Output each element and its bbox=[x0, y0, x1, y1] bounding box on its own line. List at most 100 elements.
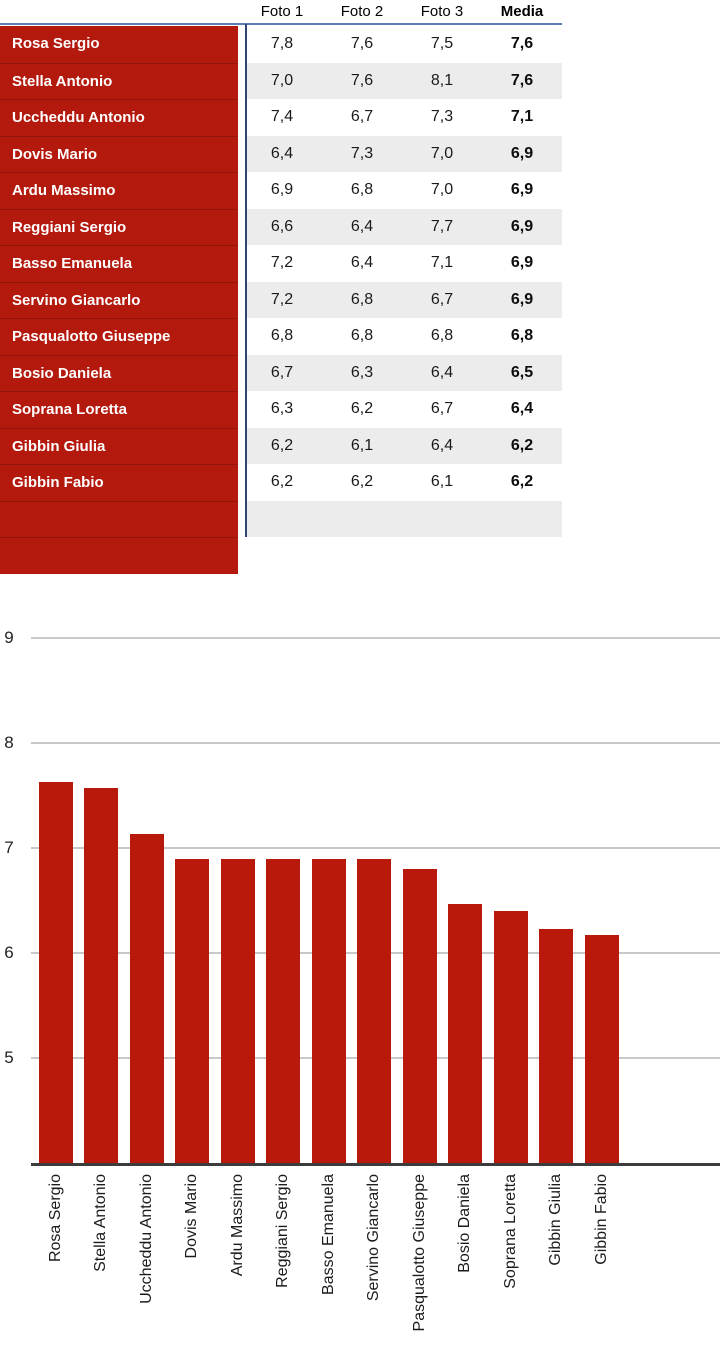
score-cell[interactable]: 6,8 bbox=[270, 327, 294, 344]
media-bar bbox=[266, 858, 300, 1163]
row-name-cell[interactable]: Basso Emanuela bbox=[0, 245, 238, 282]
row-name-cell[interactable]: Gibbin Giulia bbox=[0, 427, 238, 464]
score-cell[interactable]: 8,1 bbox=[430, 71, 454, 89]
row-name-cell[interactable]: Soprana Loretta bbox=[0, 391, 238, 428]
x-axis-category-label: Gibbin Fabio bbox=[592, 1174, 610, 1265]
media-cell[interactable]: 6,9 bbox=[510, 217, 534, 235]
x-axis-category-label: Servino Giancarlo bbox=[365, 1174, 382, 1302]
x-axis-category-label: Reggiani Sergio bbox=[274, 1174, 291, 1288]
media-cell[interactable]: 6,5 bbox=[510, 363, 534, 381]
x-axis-category-label: Basso Emanuela bbox=[319, 1174, 337, 1295]
row-name-cell[interactable]: Dovis Mario bbox=[0, 135, 238, 172]
row-stripe bbox=[247, 427, 562, 464]
x-axis-category-label: Pasqualotto Giuseppe bbox=[410, 1174, 428, 1332]
media-cell[interactable]: 7,6 bbox=[510, 71, 534, 89]
row-name-cell[interactable]: Servino Giancarlo bbox=[0, 281, 238, 318]
column-header-foto2[interactable]: Foto 2 bbox=[340, 3, 384, 20]
media-bar bbox=[311, 858, 346, 1163]
row-name-cell[interactable]: Reggiani Sergio bbox=[0, 208, 238, 245]
media-cell[interactable]: 6,8 bbox=[510, 327, 534, 344]
empty-name-cell[interactable] bbox=[0, 537, 238, 574]
y-gridline bbox=[31, 847, 720, 849]
score-cell[interactable]: 6,8 bbox=[430, 327, 454, 344]
score-cell[interactable]: 7,3 bbox=[430, 108, 454, 125]
y-axis-tick-label: 8 bbox=[4, 733, 14, 752]
score-cell[interactable]: 6,2 bbox=[350, 473, 374, 490]
y-axis-tick-label: 7 bbox=[4, 838, 14, 857]
y-axis-tick-label: 9 bbox=[4, 628, 14, 647]
media-cell[interactable]: 6,9 bbox=[510, 254, 534, 271]
score-cell[interactable]: 7,3 bbox=[350, 144, 374, 162]
row-name-cell[interactable]: Stella Antonio bbox=[0, 62, 238, 99]
media-bar bbox=[84, 788, 118, 1163]
x-axis-category-label: Uccheddu Antonio bbox=[137, 1174, 155, 1304]
score-cell[interactable]: 7,5 bbox=[430, 35, 454, 52]
media-bar bbox=[584, 935, 619, 1163]
column-header-foto3[interactable]: Foto 3 bbox=[420, 3, 464, 20]
score-cell[interactable]: 6,6 bbox=[270, 217, 294, 235]
score-cell[interactable]: 6,2 bbox=[350, 400, 374, 417]
column-header-media[interactable]: Media bbox=[500, 3, 544, 20]
media-cell[interactable]: 6,2 bbox=[510, 436, 534, 454]
score-cell[interactable]: 6,7 bbox=[270, 363, 294, 381]
row-name-cell[interactable]: Rosa Sergio bbox=[0, 26, 238, 63]
y-axis-tick-label: 6 bbox=[4, 943, 14, 962]
score-cell[interactable]: 7,0 bbox=[430, 181, 454, 198]
media-bar bbox=[129, 834, 164, 1163]
score-cell[interactable]: 6,7 bbox=[430, 290, 454, 308]
media-bar bbox=[448, 903, 482, 1163]
media-cell[interactable]: 6,9 bbox=[510, 144, 534, 162]
score-cell[interactable]: 6,8 bbox=[350, 327, 374, 344]
score-cell[interactable]: 6,9 bbox=[270, 181, 294, 198]
score-cell[interactable]: 6,2 bbox=[270, 473, 294, 490]
x-axis-category-label: Bosio Daniela bbox=[456, 1174, 473, 1273]
score-cell[interactable]: 7,0 bbox=[430, 144, 454, 162]
row-name-cell[interactable]: Pasqualotto Giuseppe bbox=[0, 318, 238, 355]
score-cell[interactable]: 7,4 bbox=[270, 108, 294, 125]
score-cell[interactable]: 6,4 bbox=[350, 217, 374, 235]
score-cell[interactable]: 6,1 bbox=[350, 436, 374, 454]
score-cell[interactable]: 6,4 bbox=[270, 144, 294, 162]
row-stripe bbox=[247, 208, 562, 245]
score-cell[interactable]: 6,3 bbox=[270, 400, 294, 417]
row-name-cell[interactable]: Gibbin Fabio bbox=[0, 464, 238, 501]
row-name-cell[interactable]: Uccheddu Antonio bbox=[0, 99, 238, 136]
score-cell[interactable]: 6,4 bbox=[430, 363, 454, 381]
score-cell[interactable]: 6,4 bbox=[350, 254, 374, 271]
score-cell[interactable]: 7,0 bbox=[270, 71, 294, 89]
score-cell[interactable]: 6,7 bbox=[350, 108, 374, 125]
row-name-cell[interactable]: Ardu Massimo bbox=[0, 172, 238, 209]
score-cell[interactable]: 7,2 bbox=[270, 290, 294, 308]
score-cell[interactable]: 6,1 bbox=[430, 473, 454, 490]
score-cell[interactable]: 7,6 bbox=[350, 35, 374, 52]
score-cell[interactable]: 7,7 bbox=[430, 217, 454, 235]
score-cell[interactable]: 6,8 bbox=[350, 290, 374, 308]
column-header-foto1[interactable]: Foto 1 bbox=[260, 3, 304, 20]
media-cell[interactable]: 7,1 bbox=[510, 108, 534, 125]
media-cell[interactable]: 6,9 bbox=[510, 181, 534, 198]
score-cell[interactable]: 6,3 bbox=[350, 363, 374, 381]
row-stripe bbox=[247, 135, 562, 172]
score-cell[interactable]: 7,8 bbox=[270, 35, 294, 52]
media-cell[interactable]: 6,4 bbox=[510, 400, 534, 417]
x-axis-category-label: Dovis Mario bbox=[183, 1174, 200, 1259]
score-cell[interactable]: 6,2 bbox=[270, 436, 294, 454]
media-cell[interactable]: 6,2 bbox=[510, 473, 534, 490]
row-name-cell[interactable]: Bosio Daniela bbox=[0, 354, 238, 391]
media-cell[interactable]: 7,6 bbox=[510, 35, 534, 52]
y-gridline bbox=[31, 742, 720, 744]
score-cell[interactable]: 7,6 bbox=[350, 71, 374, 89]
x-axis-line bbox=[31, 1163, 720, 1166]
table-top-border bbox=[0, 23, 562, 25]
x-axis-category-label: Gibbin Giulia bbox=[547, 1174, 564, 1266]
media-bar bbox=[220, 858, 255, 1163]
score-cell[interactable]: 6,8 bbox=[350, 181, 374, 198]
media-cell[interactable]: 6,9 bbox=[510, 290, 534, 308]
score-cell[interactable]: 7,1 bbox=[430, 254, 454, 271]
media-bar bbox=[493, 911, 528, 1163]
empty-name-cell[interactable] bbox=[0, 500, 238, 537]
score-cell[interactable]: 6,7 bbox=[430, 400, 454, 417]
score-cell[interactable]: 6,4 bbox=[430, 436, 454, 454]
score-cell[interactable]: 7,2 bbox=[270, 254, 294, 271]
